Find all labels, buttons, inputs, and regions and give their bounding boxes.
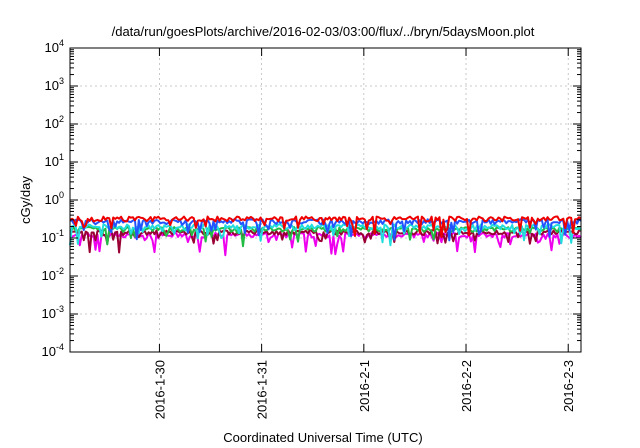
series-line: [69, 223, 582, 247]
series-line: [69, 215, 582, 239]
y-tick-label: 102: [45, 114, 64, 131]
y-tick-label: 10-3: [42, 304, 64, 321]
x-tick-label: 2016-1-31: [255, 360, 270, 419]
series-layer: [69, 215, 582, 257]
y-tick-label: 104: [45, 38, 64, 55]
y-tick-label: 10-1: [42, 228, 64, 245]
series-line: [69, 231, 582, 257]
x-tick-label: 2016-1-30: [152, 360, 167, 419]
y-tick-label: 10-4: [42, 342, 64, 359]
chart-title: /data/run/goesPlots/archive/2016-02-03/0…: [112, 24, 535, 39]
series-line: [69, 218, 582, 242]
y-tick-label: 100: [45, 190, 64, 207]
y-tick-label: 103: [45, 76, 64, 93]
ticks: [70, 47, 581, 353]
series-line: [69, 229, 582, 254]
y-axis-label: cGy/day: [18, 176, 33, 224]
x-axis-label: Coordinated Universal Time (UTC): [223, 430, 422, 445]
x-tick-label: 2016-2-2: [459, 360, 474, 412]
x-tick-labels: 2016-1-30 2016-1-31 2016-2-1 2016-2-2 2016-2…: [152, 360, 576, 419]
y-tick-label: 101: [45, 152, 64, 169]
x-tick-label: 2016-2-1: [357, 360, 372, 412]
y-tick-label: 10-2: [42, 266, 64, 283]
grid: [70, 48, 581, 352]
x-tick-label: 2016-2-3: [561, 360, 576, 412]
y-tick-labels: 10-4 10-3 10-2 10-1 100 101 102 103 104: [42, 38, 64, 359]
